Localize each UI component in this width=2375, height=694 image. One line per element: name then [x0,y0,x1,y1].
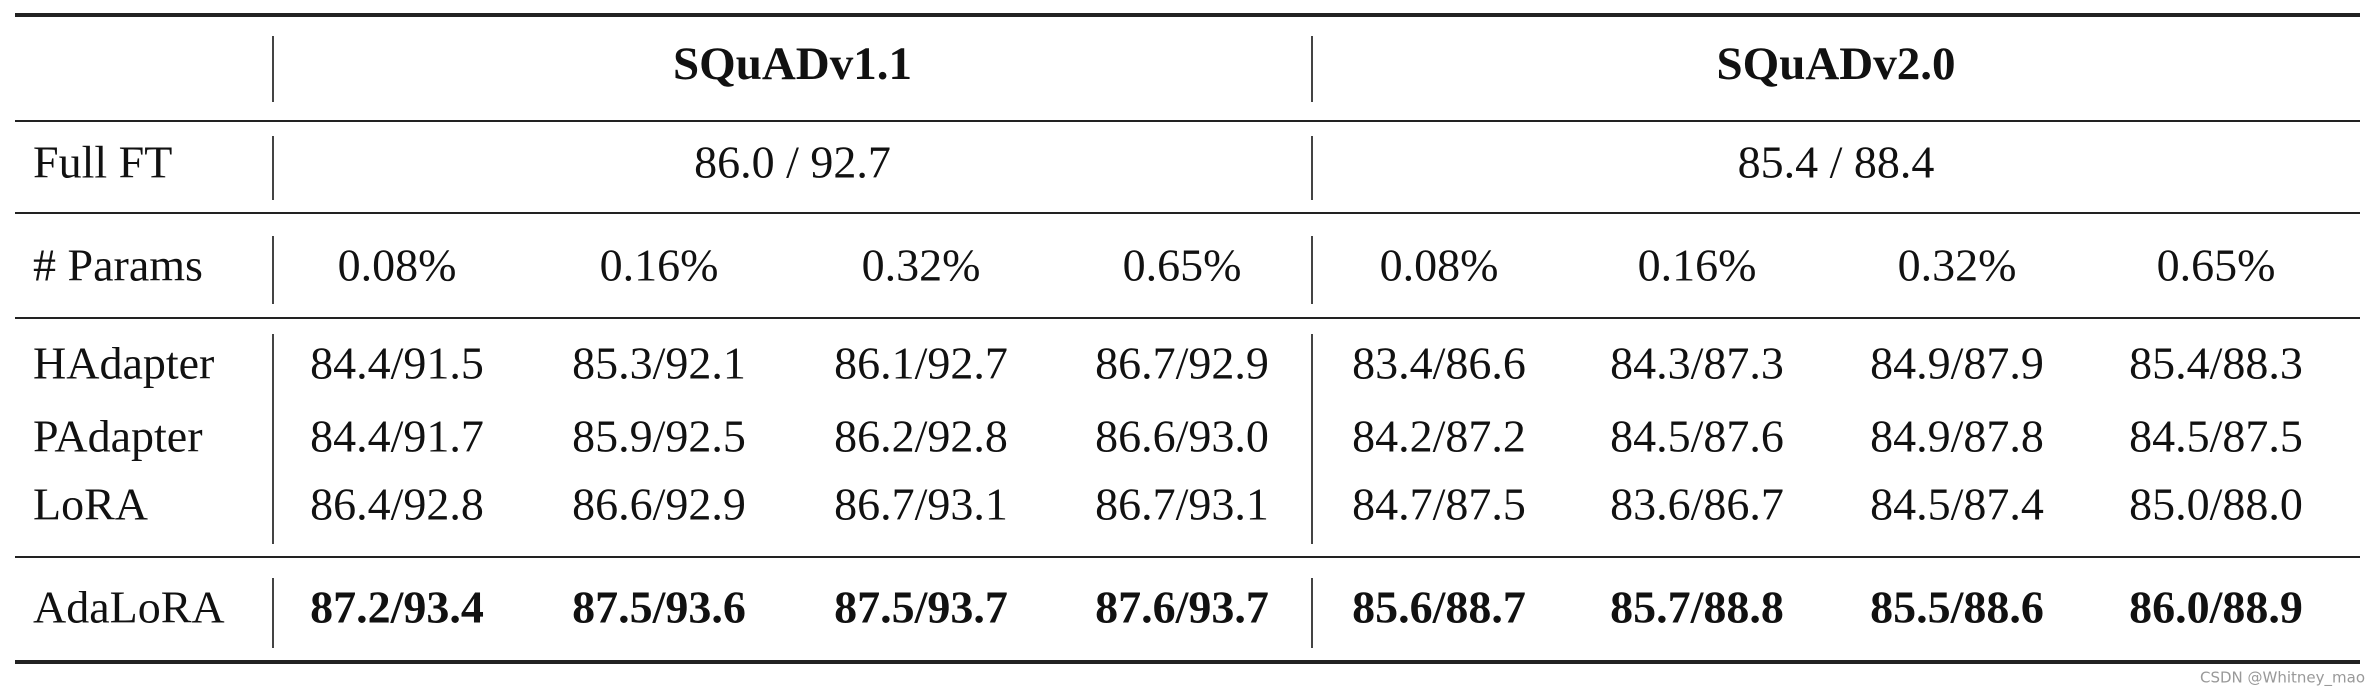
cell: 86.7/93.1 [1095,479,1269,530]
cell: 84.5/87.6 [1610,411,1784,462]
group-header: SQuADv1.1 [673,38,912,90]
cell: 84.3/87.3 [1610,338,1784,389]
cell-best: 87.5/93.7 [834,582,1008,633]
cell: 83.6/86.7 [1610,479,1784,530]
cell: 0.65% [1123,240,1242,291]
cell: 85.9/92.5 [572,411,746,462]
cell-best: 86.0/88.9 [2129,582,2303,633]
row-label: PAdapter [33,411,203,462]
row-label: # Params [33,240,203,291]
cell: 0.16% [1638,240,1757,291]
cell: 84.4/91.7 [310,411,484,462]
cell: 84.5/87.5 [2129,411,2303,462]
group-header: SQuADv2.0 [1717,38,1956,90]
cell: 84.4/91.5 [310,338,484,389]
cell: 85.0/88.0 [2129,479,2303,530]
cell-best: 85.6/88.7 [1352,582,1526,633]
cell: 0.32% [1898,240,2017,291]
cell: 83.4/86.6 [1352,338,1526,389]
cell: 85.4 / 88.4 [1738,137,1935,188]
watermark: CSDN @Whitney_mao [2200,669,2365,688]
cell-best: 87.2/93.4 [310,582,484,633]
cell-best: 87.6/93.7 [1095,582,1269,633]
cell: 0.08% [1380,240,1499,291]
cell: 86.6/93.0 [1095,411,1269,462]
cell: 84.9/87.8 [1870,411,2044,462]
row-label: AdaLoRA [33,582,225,633]
cell-best: 85.7/88.8 [1610,582,1784,633]
cell: 86.0 / 92.7 [694,137,891,188]
cell: 86.1/92.7 [834,338,1008,389]
cell: 86.4/92.8 [310,479,484,530]
row-label: LoRA [33,479,148,530]
cell: 86.7/93.1 [834,479,1008,530]
cell: 0.16% [600,240,719,291]
cell-best: 87.5/93.6 [572,582,746,633]
cell: 85.3/92.1 [572,338,746,389]
cell: 86.6/92.9 [572,479,746,530]
cell: 0.32% [862,240,981,291]
cell-best: 85.5/88.6 [1870,582,2044,633]
cell: 86.2/92.8 [834,411,1008,462]
cell: 84.5/87.4 [1870,479,2044,530]
cell: 84.7/87.5 [1352,479,1526,530]
cell: 86.7/92.9 [1095,338,1269,389]
cell: 84.2/87.2 [1352,411,1526,462]
cell: 0.08% [338,240,457,291]
row-label: HAdapter [33,338,214,389]
row-label: Full FT [33,137,172,188]
cell: 84.9/87.9 [1870,338,2044,389]
cell: 85.4/88.3 [2129,338,2303,389]
cell: 0.65% [2157,240,2276,291]
